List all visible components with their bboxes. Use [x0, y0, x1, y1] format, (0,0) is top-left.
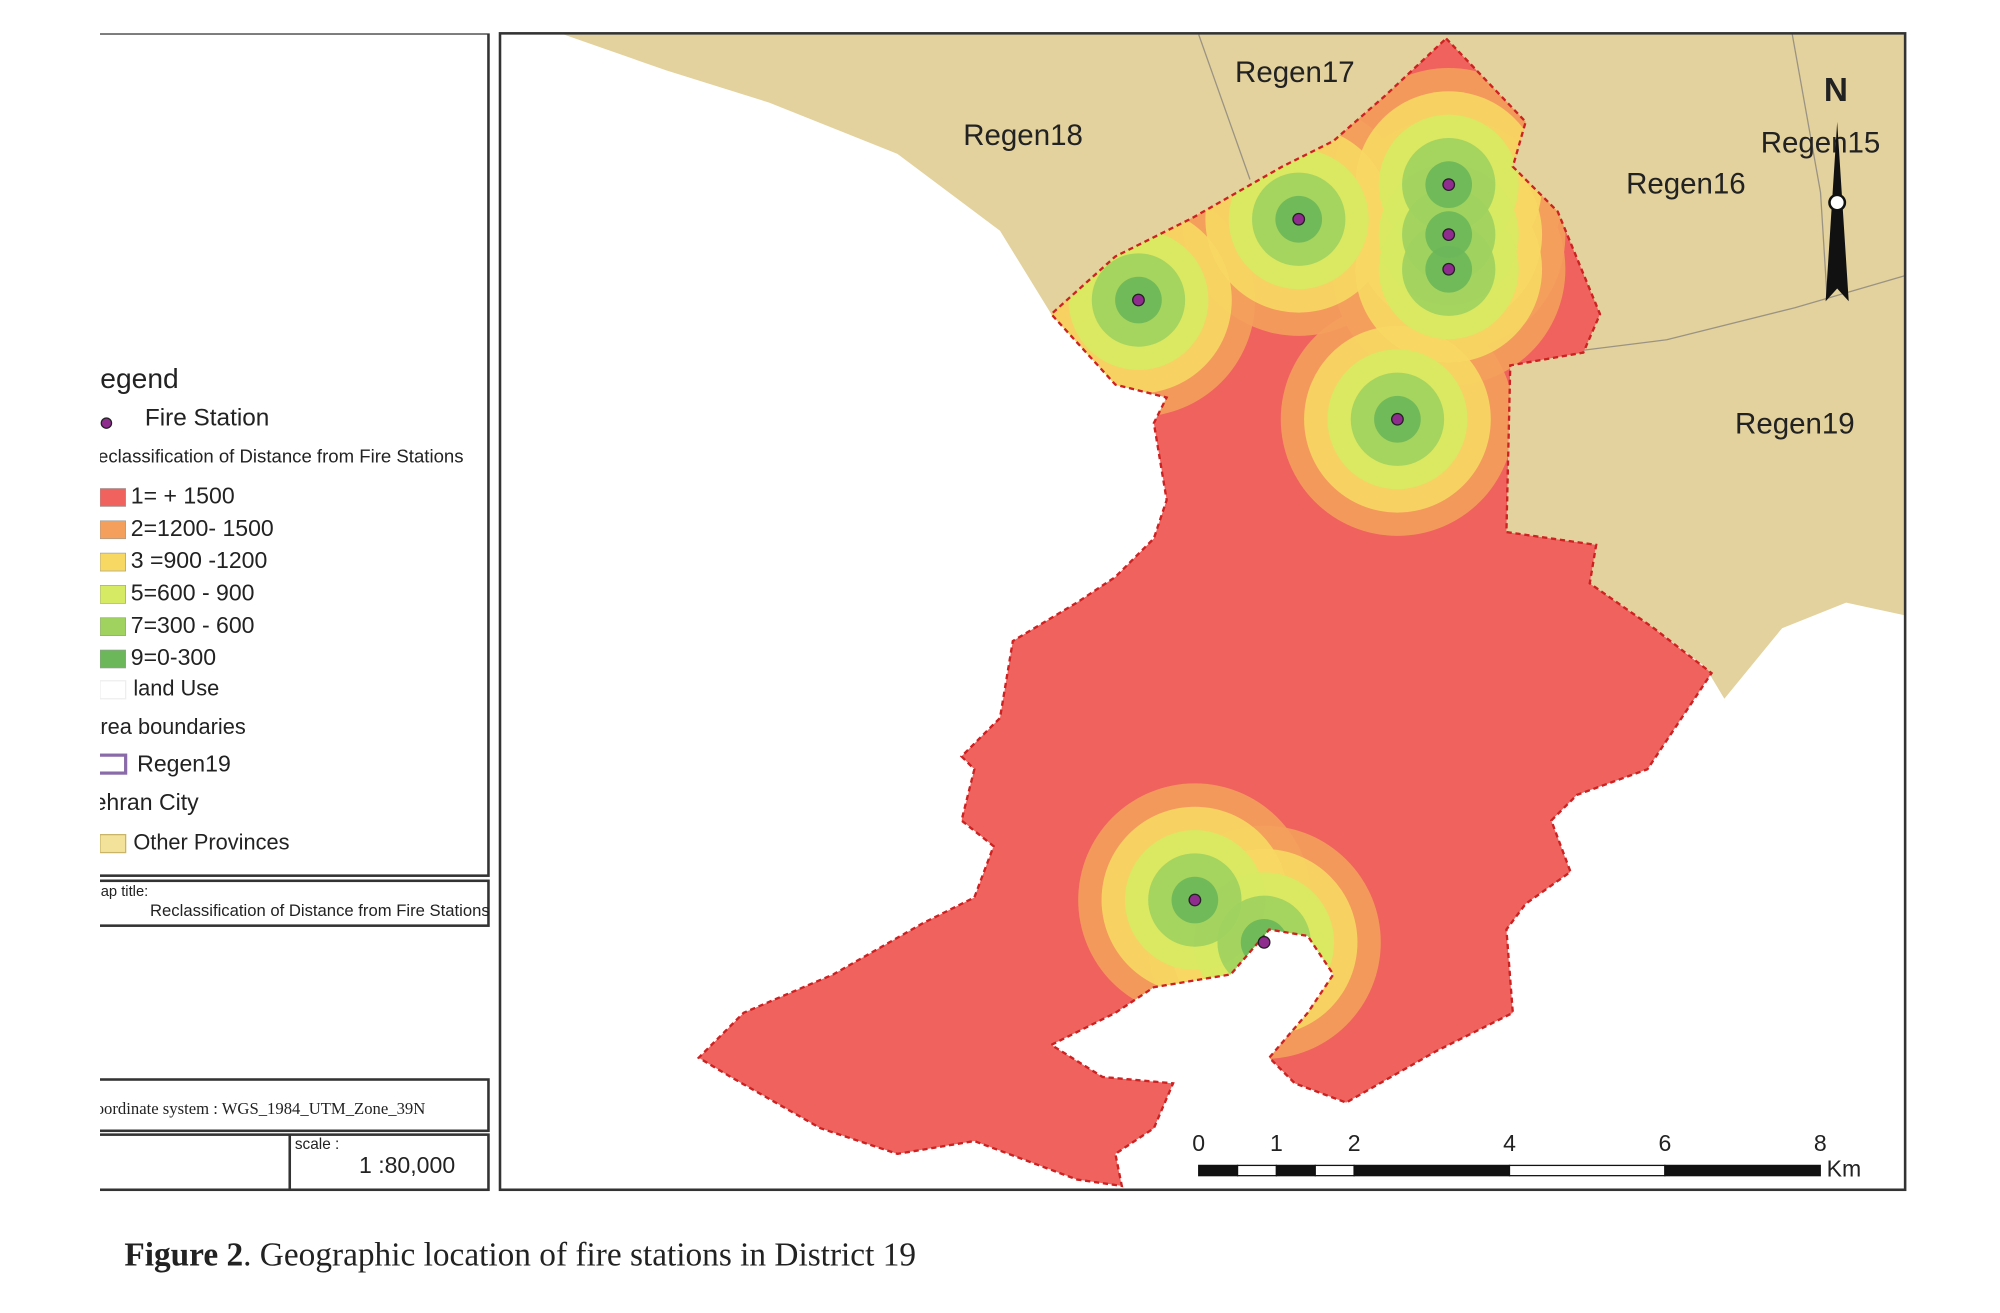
legend-swatch: [100, 552, 126, 572]
north-arrow-hub: [1828, 193, 1847, 212]
region-boundary: [1198, 34, 1251, 180]
legend-swatch: [100, 617, 126, 636]
legend-item: 7=300 - 600: [131, 612, 255, 638]
legend-item: 1= + 1500: [131, 483, 235, 509]
fire-station: [1188, 893, 1202, 907]
scale-bar: 0 1 2 4 6 8Km: [1192, 1130, 1861, 1182]
fire-station: [1391, 412, 1404, 426]
legend-station-symbol: [100, 417, 113, 429]
legend-swatch: [100, 585, 126, 604]
scale-bar-label: 2: [1348, 1130, 1361, 1156]
scale-bar-label: 0: [1192, 1130, 1205, 1156]
scale-bar-label: 4: [1503, 1130, 1516, 1156]
map-frame: [498, 32, 1907, 1192]
legend-item: Regen19: [137, 751, 231, 777]
scale-bar-segment: [1275, 1164, 1316, 1177]
map-title-label: Map title:: [88, 884, 148, 900]
region-label: Regen16: [1626, 168, 1746, 201]
north-label: N: [1824, 72, 1848, 109]
north-arrow: N: [1824, 72, 1849, 302]
region-boundary: [1512, 275, 1906, 360]
map-title-box: [100, 879, 490, 927]
scale-bar-segment: [1314, 1164, 1355, 1177]
legend-item: land Use: [133, 676, 219, 701]
legend-panel: Legend Fire Station Reclassification of …: [82, 33, 490, 1192]
region-labels: Regen18 Regen17 Regen16 Regen15 Regen19: [963, 56, 1880, 440]
fire-station: [1132, 293, 1145, 307]
figure-caption: Figure 2. Geographic location of fire st…: [124, 1236, 916, 1273]
legend-swatch: [100, 488, 126, 507]
scale-bar-unit: Km: [1827, 1156, 1862, 1182]
other-provinces-area: [564, 34, 1906, 699]
scale-value: 1 :80,000: [359, 1152, 455, 1178]
fire-stations: [1132, 178, 1456, 949]
scale-bar-label: 8: [1814, 1130, 1827, 1156]
legend-item: 2=1200- 1500: [131, 515, 274, 541]
coordinate-system: Coordinate system : WGS_1984_UTM_Zone_39…: [85, 1099, 426, 1118]
fire-station: [1292, 212, 1306, 226]
legend-item: 3 =900 -1200: [131, 547, 268, 573]
scale-label: scale :: [295, 1136, 339, 1153]
map-title: Reclassification of Distance from Fire S…: [150, 901, 490, 920]
region-label: Regen15: [1761, 127, 1881, 160]
legend-swatch: [100, 680, 127, 700]
scale-bar-label: 1: [1270, 1130, 1283, 1156]
scale-bar-label: 6: [1658, 1130, 1671, 1156]
scale-bar-segment: [1664, 1164, 1821, 1177]
scale-bar-segment: [1198, 1164, 1239, 1177]
legend-box: [100, 33, 490, 877]
scale-box: [100, 1133, 490, 1192]
legend-swatch: [100, 834, 127, 854]
scale-bar-segment: [1353, 1164, 1511, 1177]
fire-station: [1442, 228, 1456, 242]
region-label: Regen17: [1235, 56, 1355, 89]
fire-station: [1257, 935, 1271, 949]
region-label: Regen19: [1735, 407, 1855, 440]
legend-swatch: [100, 753, 128, 775]
legend-swatch: [100, 649, 126, 669]
legend-item: 9=0-300: [131, 644, 216, 670]
legend-subtitle: Reclassification of Distance from Fire S…: [85, 446, 464, 467]
region-boundary: [1791, 34, 1828, 295]
legend-classes: 1= + 1500 2=1200- 1500 3 =900 -1200 5=600 -…: [100, 483, 274, 670]
caption-label: Figure 2: [124, 1236, 243, 1273]
scale-bar-segment: [1236, 1164, 1278, 1177]
legend-heading: Tehran City: [82, 789, 199, 815]
caption-text: . Geographic location of fire stations i…: [243, 1236, 916, 1273]
map-area: Regen18 Regen17 Regen16 Regen15 Regen19 N 0 1…: [498, 32, 1907, 1192]
region-label: Regen18: [963, 119, 1083, 152]
legend-item: Other Provinces: [133, 829, 289, 854]
fire-station: [1442, 262, 1456, 276]
legend-title: Legend: [85, 362, 179, 394]
scale-bar-segment: [1508, 1164, 1666, 1177]
region-boundaries: [1198, 34, 1906, 360]
legend-swatch: [100, 520, 126, 540]
fire-station: [1442, 178, 1456, 192]
legend-heading: Area boundaries: [86, 714, 246, 739]
coordinate-box: [100, 1078, 490, 1133]
legend-item: Fire Station: [145, 405, 269, 432]
legend-item: 5=600 - 900: [131, 579, 255, 605]
